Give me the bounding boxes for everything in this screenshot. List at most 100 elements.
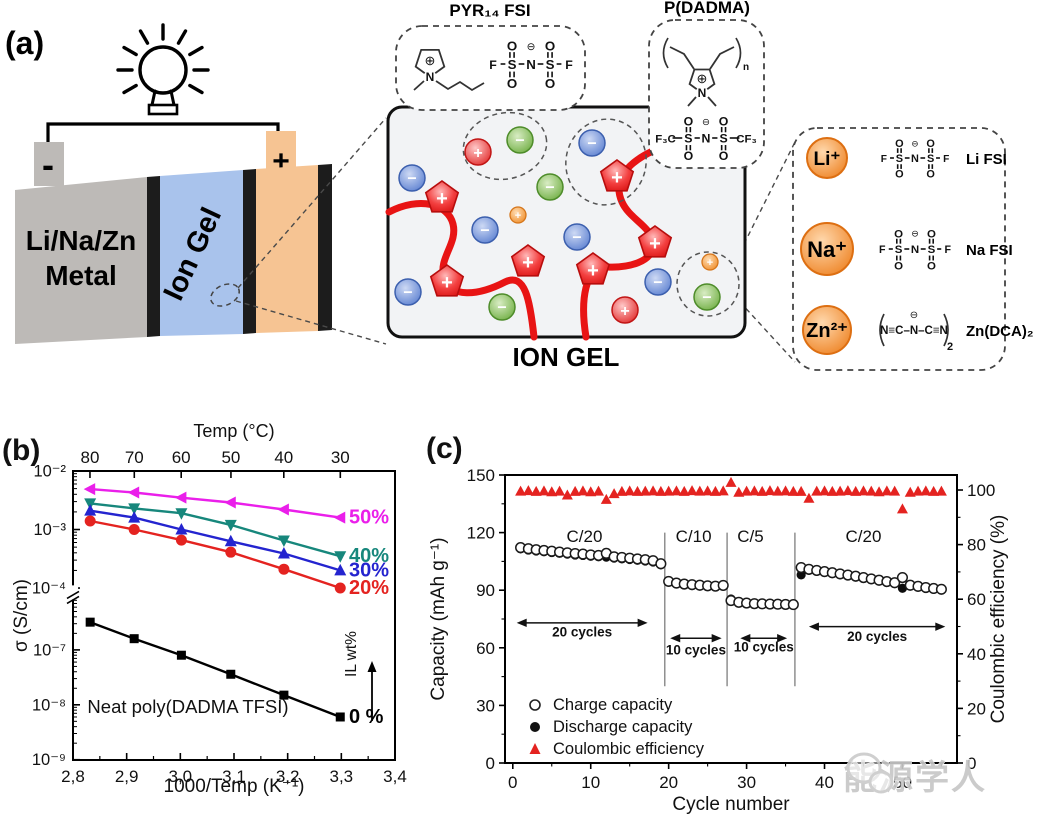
efficiency-point (865, 485, 877, 496)
data-point (175, 508, 188, 520)
data-point (128, 503, 141, 515)
data-point (174, 491, 187, 504)
polymer-cation-pentagon (510, 244, 546, 277)
legend-label: Coulombic efficiency (553, 740, 705, 758)
efficiency-point (826, 485, 838, 496)
cation-circle (464, 138, 492, 166)
top-tick-label: 50 (221, 448, 240, 467)
anion-minus: − (407, 171, 416, 188)
label: O (894, 261, 903, 273)
cation-plus: + (620, 303, 629, 320)
grouping-ellipses (462, 111, 740, 317)
y-tick-label: 10⁻⁸ (32, 696, 66, 714)
zoom-ellipse (210, 283, 240, 307)
zn-ion-badge (802, 305, 852, 355)
efficiency-point (889, 485, 901, 496)
polymer-cation-pentagon (424, 180, 460, 213)
efficiency-point (912, 485, 924, 496)
anion-minus: − (545, 180, 554, 197)
data-point (333, 511, 346, 524)
axis-break-mark (66, 595, 80, 605)
backbone (709, 46, 735, 70)
negative-terminal (34, 142, 64, 186)
data-point (175, 534, 187, 546)
efficiency-point (702, 485, 714, 496)
charge-point (896, 571, 908, 584)
efficiency-point (530, 485, 542, 496)
fsi-anion-structure: O O O O ⊖ F₃C CF₃ S SN (655, 115, 757, 163)
top-tick-label: 40 (274, 448, 293, 467)
charge-point (935, 583, 947, 595)
arrowhead (740, 634, 751, 643)
series-line (89, 621, 341, 719)
butyl-chain (435, 80, 485, 92)
y-tick-label: 10⁻⁷ (33, 641, 66, 659)
ion-gel-caption: ION GEL (513, 342, 620, 372)
data-point (334, 563, 347, 576)
data-point (277, 535, 290, 547)
label: O (926, 138, 935, 150)
efficiency-point (655, 485, 667, 496)
data-point (334, 582, 346, 594)
top-tick-label: 30 (331, 448, 350, 467)
legend: Charge capacity Discharge capacity Coulomb… (529, 696, 705, 758)
efficiency-point (896, 503, 908, 514)
current-collector (318, 164, 332, 331)
data-point (226, 669, 236, 679)
cation-plus: + (436, 188, 448, 210)
top-axis-title: Temp (°C) (193, 421, 274, 441)
series-label: 0 % (349, 706, 384, 728)
efficiency-point (515, 485, 527, 496)
efficiency-point (733, 486, 745, 497)
bulb-ray (188, 45, 204, 57)
series-label: 30% (349, 559, 389, 581)
rate-label: C/20 (567, 527, 603, 546)
label: ⊖ (911, 229, 919, 239)
label: N (911, 153, 919, 165)
anion-circle (536, 173, 564, 201)
series-line (90, 509, 341, 572)
anion-minus: − (702, 290, 711, 307)
paren (943, 313, 949, 347)
panel-b-label: (b) (2, 434, 40, 467)
x-tick-label: 30 (737, 773, 756, 792)
polymer-cation-pentagon (599, 159, 635, 192)
efficiency-point (904, 486, 916, 497)
efficiency-point (569, 485, 581, 496)
bracket (735, 37, 742, 69)
coulombic-efficiency-series (515, 476, 947, 514)
anion-circle (644, 268, 672, 296)
polymer-cation-pentagon (575, 252, 611, 285)
anion-circle (471, 216, 499, 244)
y-right-tick-label: 0 (967, 754, 976, 773)
ring-cation-structure: N⊕ (413, 49, 485, 92)
label: N (702, 131, 711, 145)
efficiency-point (764, 485, 776, 496)
y-axis-label: σ (S/cm) (11, 579, 32, 652)
label: S (895, 244, 903, 256)
arrowhead (637, 618, 648, 628)
x-axis-label: 1000/Temp (K⁻¹) (164, 776, 305, 797)
current-collector (243, 169, 256, 334)
data-point (224, 519, 237, 532)
panel-a-schematic: (a) - + Li/Na/Zn Metal Ion Gel (5, 0, 1033, 372)
cation-plus: + (473, 145, 482, 162)
charge-point (655, 558, 667, 570)
label: F (945, 244, 952, 256)
label: O (719, 115, 729, 129)
label: O (927, 229, 936, 241)
arrowhead (935, 622, 946, 631)
efficiency-point (857, 485, 869, 496)
y-right-tick-label: 100 (967, 481, 995, 500)
x-tick-label: 50 (893, 773, 912, 792)
legend-label: Charge capacity (553, 696, 673, 714)
bulb-ray (122, 45, 138, 57)
series-50% (83, 483, 346, 524)
zn-ion-label: Zn²⁺ (806, 320, 848, 342)
cation-plus: + (441, 272, 453, 294)
metal-cation-circle (701, 253, 719, 271)
efficiency-point (538, 485, 550, 496)
data-point (128, 511, 141, 523)
y-right-tick-label: 60 (967, 590, 986, 609)
